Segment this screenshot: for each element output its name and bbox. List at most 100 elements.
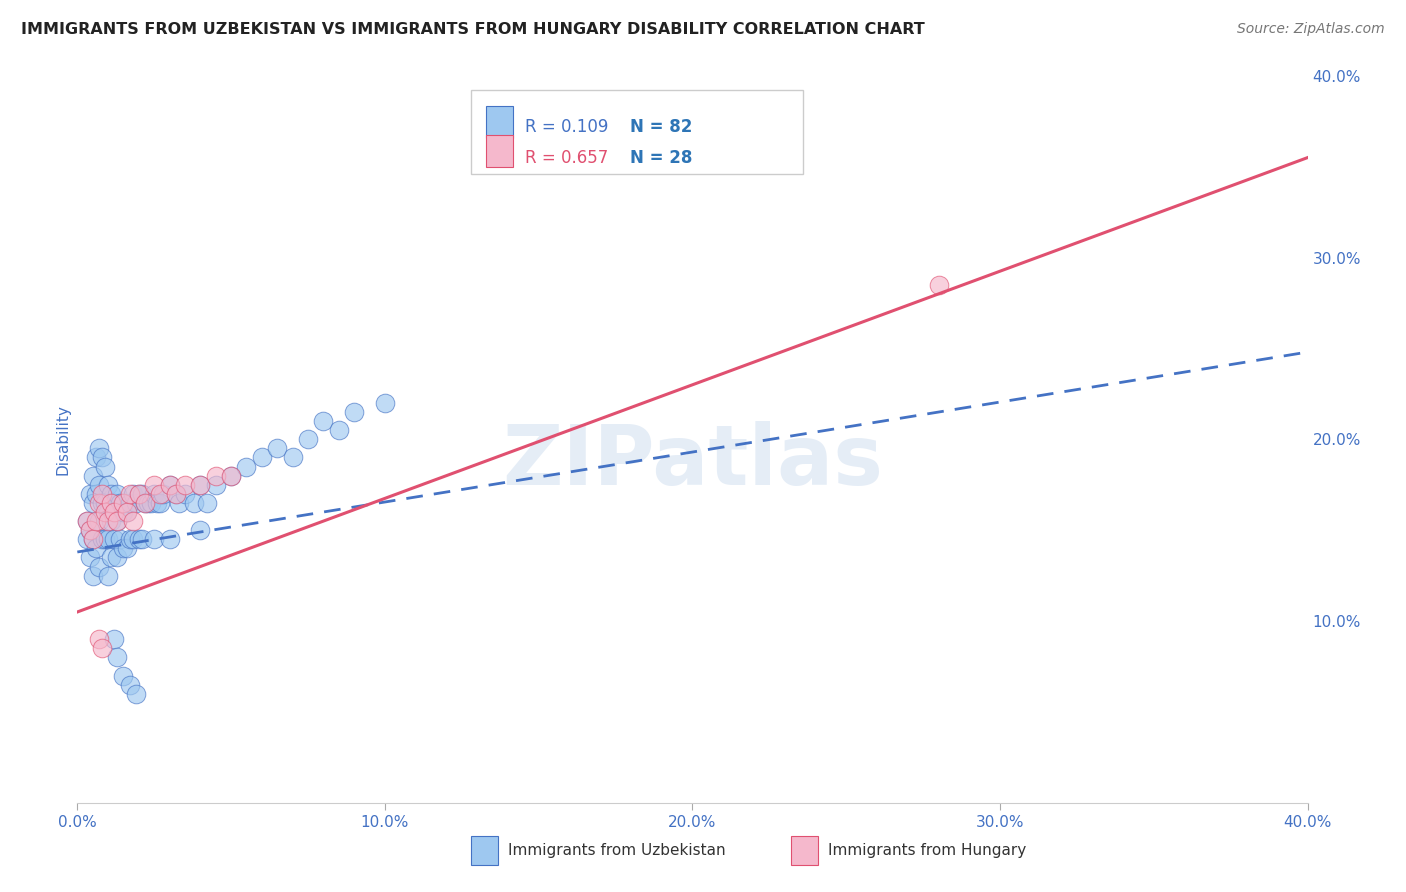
Point: [165, 487, 187, 501]
Point: [103, 496, 125, 510]
Point: [143, 487, 166, 501]
Point: [110, 496, 132, 510]
Point: [143, 533, 166, 547]
Point: [100, 496, 122, 510]
Text: R = 0.657: R = 0.657: [526, 149, 624, 167]
Point: [112, 541, 135, 556]
Point: [174, 477, 197, 491]
Point: [112, 505, 135, 519]
Point: [76, 514, 98, 528]
Bar: [486, 135, 513, 167]
Point: [76, 514, 98, 528]
Point: [105, 514, 128, 528]
Point: [343, 405, 366, 419]
Point: [87, 477, 110, 491]
Point: [219, 468, 242, 483]
Point: [87, 442, 110, 456]
Point: [82, 496, 104, 510]
Point: [141, 496, 163, 510]
Point: [149, 487, 172, 501]
Point: [79, 487, 101, 501]
Point: [84, 514, 107, 528]
Text: Immigrants from Uzbekistan: Immigrants from Uzbekistan: [508, 843, 725, 857]
Point: [90, 496, 114, 510]
Point: [97, 514, 120, 528]
Point: [84, 487, 107, 501]
Point: [174, 487, 197, 501]
Point: [90, 641, 114, 656]
Point: [374, 396, 396, 410]
Point: [134, 496, 156, 510]
Text: Source: ZipAtlas.com: Source: ZipAtlas.com: [1237, 22, 1385, 37]
Bar: [792, 836, 818, 864]
Point: [87, 632, 110, 647]
Point: [100, 550, 122, 565]
Point: [125, 687, 148, 701]
Point: [235, 459, 257, 474]
Point: [118, 487, 141, 501]
Point: [125, 496, 148, 510]
Point: [219, 468, 242, 483]
Point: [94, 505, 117, 519]
Point: [167, 496, 190, 510]
Point: [159, 477, 181, 491]
Point: [90, 487, 114, 501]
Point: [188, 477, 212, 491]
Point: [94, 533, 117, 547]
Y-axis label: Disability: Disability: [55, 404, 70, 475]
Point: [146, 496, 169, 510]
Point: [159, 477, 181, 491]
Point: [152, 487, 174, 501]
Point: [82, 568, 104, 582]
Point: [312, 414, 335, 428]
Point: [94, 459, 117, 474]
Point: [115, 505, 138, 519]
Point: [121, 514, 143, 528]
Point: [121, 533, 143, 547]
Point: [82, 533, 104, 547]
Point: [105, 550, 128, 565]
Point: [97, 533, 120, 547]
Point: [87, 514, 110, 528]
Point: [134, 496, 156, 510]
Point: [128, 533, 150, 547]
Text: R = 0.109: R = 0.109: [526, 119, 624, 136]
Point: [136, 496, 159, 510]
Point: [76, 533, 98, 547]
Point: [195, 496, 218, 510]
Text: ZIPatlas: ZIPatlas: [502, 421, 883, 501]
Point: [90, 450, 114, 465]
Point: [188, 477, 212, 491]
Point: [188, 523, 212, 537]
Point: [143, 477, 166, 491]
Point: [97, 505, 120, 519]
Point: [82, 468, 104, 483]
Point: [105, 650, 128, 665]
Point: [115, 505, 138, 519]
Point: [84, 541, 107, 556]
Point: [250, 450, 273, 465]
Point: [112, 668, 135, 682]
Point: [84, 450, 107, 465]
Point: [204, 477, 226, 491]
Point: [128, 487, 150, 501]
Text: IMMIGRANTS FROM UZBEKISTAN VS IMMIGRANTS FROM HUNGARY DISABILITY CORRELATION CHA: IMMIGRANTS FROM UZBEKISTAN VS IMMIGRANTS…: [21, 22, 925, 37]
Point: [131, 533, 153, 547]
Point: [100, 514, 122, 528]
Point: [97, 568, 120, 582]
Point: [183, 496, 205, 510]
Point: [118, 678, 141, 692]
Point: [90, 533, 114, 547]
Point: [204, 468, 226, 483]
Point: [128, 487, 150, 501]
Point: [328, 423, 350, 437]
Bar: [486, 105, 513, 137]
Point: [82, 533, 104, 547]
Point: [112, 496, 135, 510]
Point: [79, 550, 101, 565]
Point: [100, 487, 122, 501]
Point: [103, 533, 125, 547]
Point: [165, 487, 187, 501]
Point: [281, 450, 304, 465]
Text: N = 82: N = 82: [630, 119, 692, 136]
